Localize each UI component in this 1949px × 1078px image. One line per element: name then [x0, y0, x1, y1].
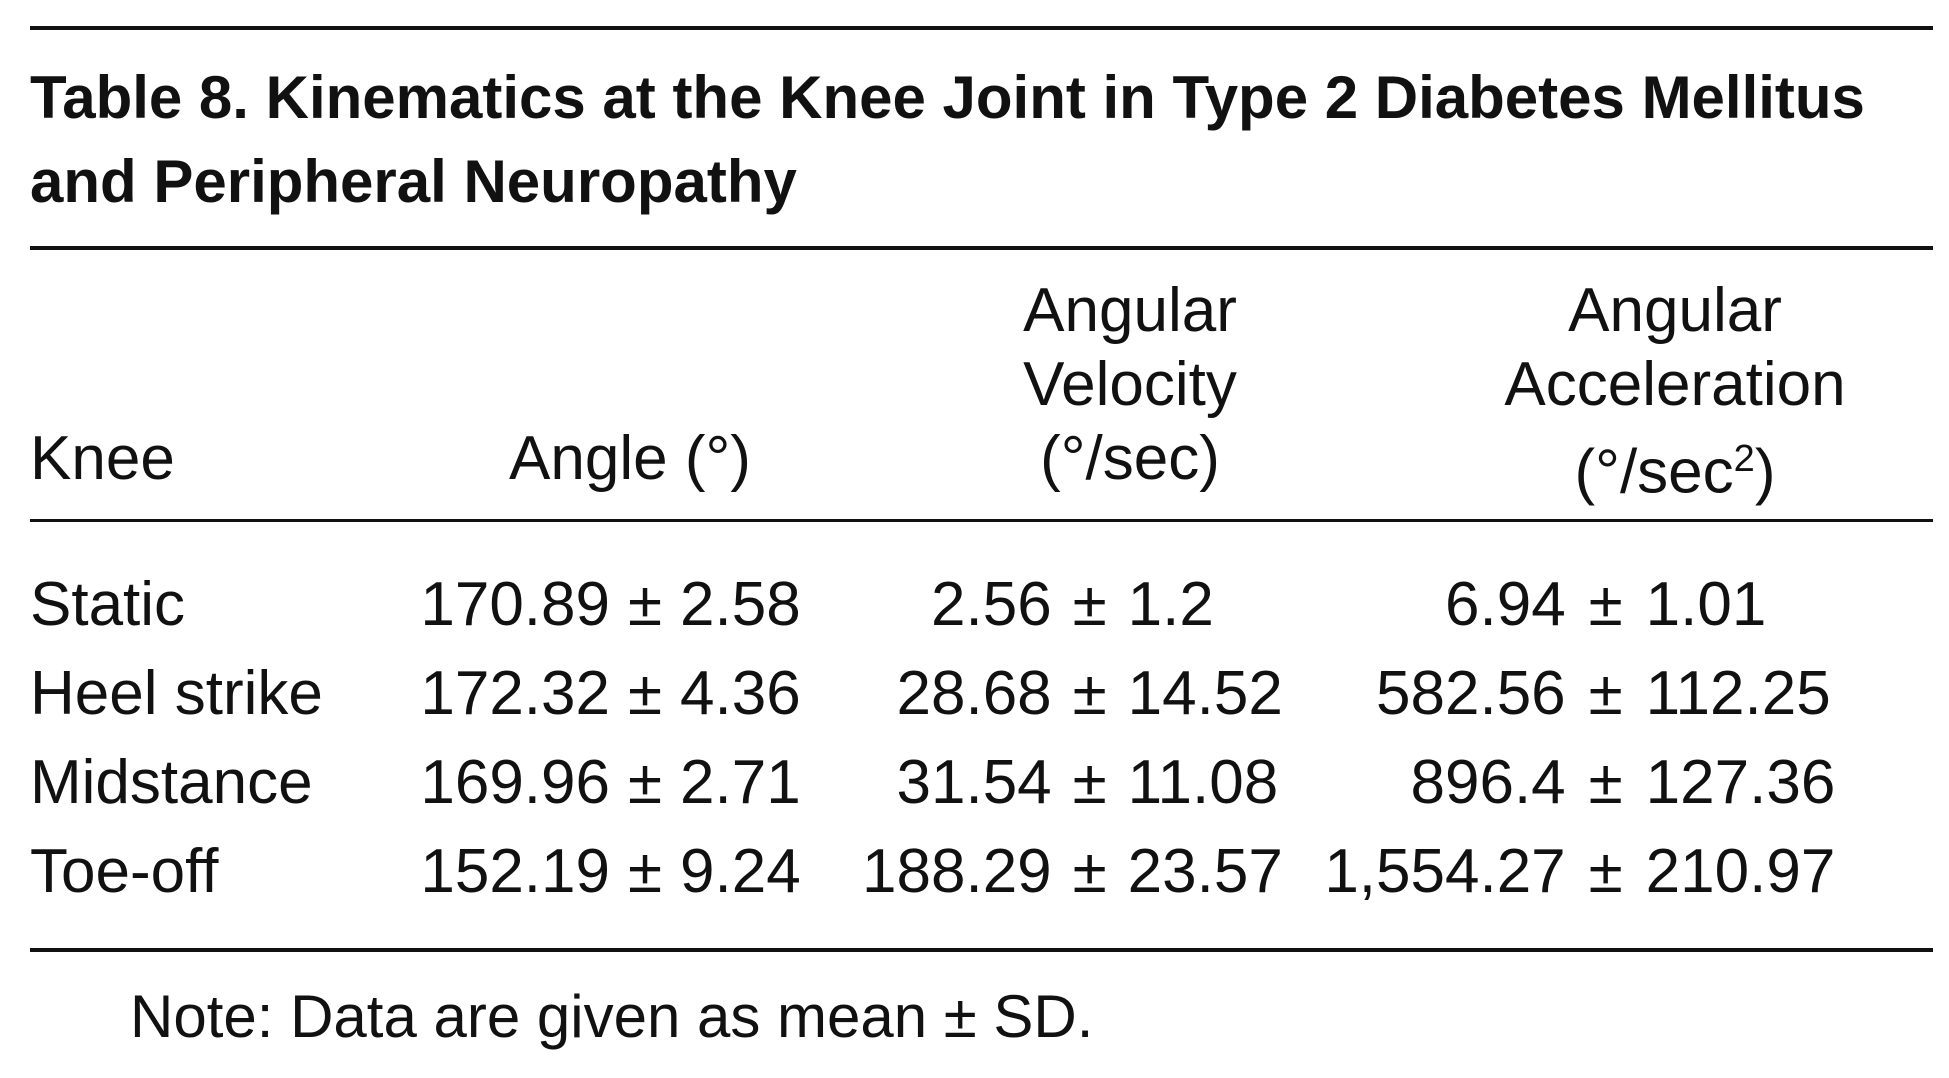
velocity-sd: 11.08: [1127, 748, 1279, 817]
row-label: Static: [30, 570, 186, 639]
acceleration-sd: 112.25: [1645, 659, 1831, 728]
header-velocity-unit: (°/sec): [1040, 424, 1220, 493]
table-row: Toe-off 152.19 ± 9.24 188.29 ± 23.57 1,5…: [30, 827, 1846, 916]
velocity-mean: 188.29: [862, 837, 1052, 906]
title-rule: [30, 246, 1933, 250]
header-acceleration-unit-post: ): [1754, 437, 1776, 507]
row-label: Midstance: [30, 748, 313, 817]
plus-minus: ±: [1072, 570, 1107, 639]
table-row: Static 170.89 ± 2.58 2.56 ± 1.2 6.94 ± 1…: [30, 560, 1846, 649]
angle-mean: 169.96: [420, 748, 610, 817]
angle-sd: 9.24: [680, 837, 801, 906]
header-velocity-line2: Velocity: [1023, 350, 1237, 419]
plus-minus: ±: [1072, 748, 1107, 817]
table-row: Midstance 169.96 ± 2.71 31.54 ± 11.08 89…: [30, 738, 1846, 827]
plus-minus: ±: [1072, 837, 1107, 906]
header-acceleration-line2: Acceleration: [1504, 350, 1846, 419]
acceleration-mean: 6.94: [1445, 570, 1566, 639]
header-acceleration-unit-sup: 2: [1733, 438, 1755, 480]
angle-mean: 170.89: [420, 570, 610, 639]
acceleration-mean: 1,554.27: [1324, 837, 1566, 906]
acceleration-mean: 896.4: [1410, 748, 1566, 817]
acceleration-mean: 582.56: [1376, 659, 1566, 728]
angle-mean: 152.19: [420, 837, 610, 906]
velocity-sd: 23.57: [1127, 837, 1283, 906]
data-table: Static 170.89 ± 2.58 2.56 ± 1.2 6.94 ± 1…: [30, 560, 1846, 916]
table-document: Table 8. Kinematics at the Knee Joint in…: [30, 0, 1933, 1078]
header-angular-velocity: Angular Velocity (°/sec): [920, 274, 1340, 496]
angle-sd: 2.71: [680, 748, 801, 817]
acceleration-sd: 127.36: [1645, 748, 1836, 817]
velocity-mean: 31.54: [896, 748, 1052, 817]
velocity-sd: 1.2: [1127, 570, 1214, 639]
table-note: Note: Data are given as mean ± SD.: [130, 983, 1094, 1050]
acceleration-sd: 210.97: [1645, 837, 1836, 906]
plus-minus: ±: [1588, 748, 1623, 817]
velocity-mean: 28.68: [896, 659, 1052, 728]
header-velocity-line1: Angular: [1023, 276, 1237, 345]
row-label: Heel strike: [30, 659, 323, 728]
header-acceleration-unit: (°/sec2): [1420, 422, 1930, 510]
header-acceleration-line1: Angular: [1568, 276, 1782, 345]
header-knee: Knee: [30, 424, 175, 493]
header-rule: [30, 519, 1933, 522]
velocity-sd: 14.52: [1127, 659, 1283, 728]
top-rule: [30, 26, 1933, 30]
bottom-rule: [30, 948, 1933, 952]
row-label: Toe-off: [30, 837, 219, 906]
velocity-mean: 2.56: [931, 570, 1052, 639]
header-angle: Angle (°): [509, 424, 751, 493]
plus-minus: ±: [627, 659, 663, 728]
plus-minus: ±: [1072, 659, 1107, 728]
table-row: Heel strike 172.32 ± 4.36 28.68 ± 14.52 …: [30, 649, 1846, 738]
table-title: Table 8. Kinematics at the Knee Joint in…: [30, 64, 1865, 215]
plus-minus: ±: [1588, 837, 1623, 906]
plus-minus: ±: [1588, 659, 1623, 728]
header-acceleration-unit-pre: (°/sec: [1574, 437, 1734, 507]
acceleration-sd: 1.01: [1645, 570, 1767, 639]
header-angular-acceleration: Angular Acceleration (°/sec2): [1420, 274, 1930, 510]
angle-mean: 172.32: [420, 659, 610, 728]
plus-minus: ±: [627, 748, 663, 817]
angle-sd: 2.58: [680, 570, 801, 639]
plus-minus: ±: [1588, 570, 1623, 639]
plus-minus: ±: [627, 837, 663, 906]
plus-minus: ±: [627, 570, 663, 639]
angle-sd: 4.36: [680, 659, 801, 728]
